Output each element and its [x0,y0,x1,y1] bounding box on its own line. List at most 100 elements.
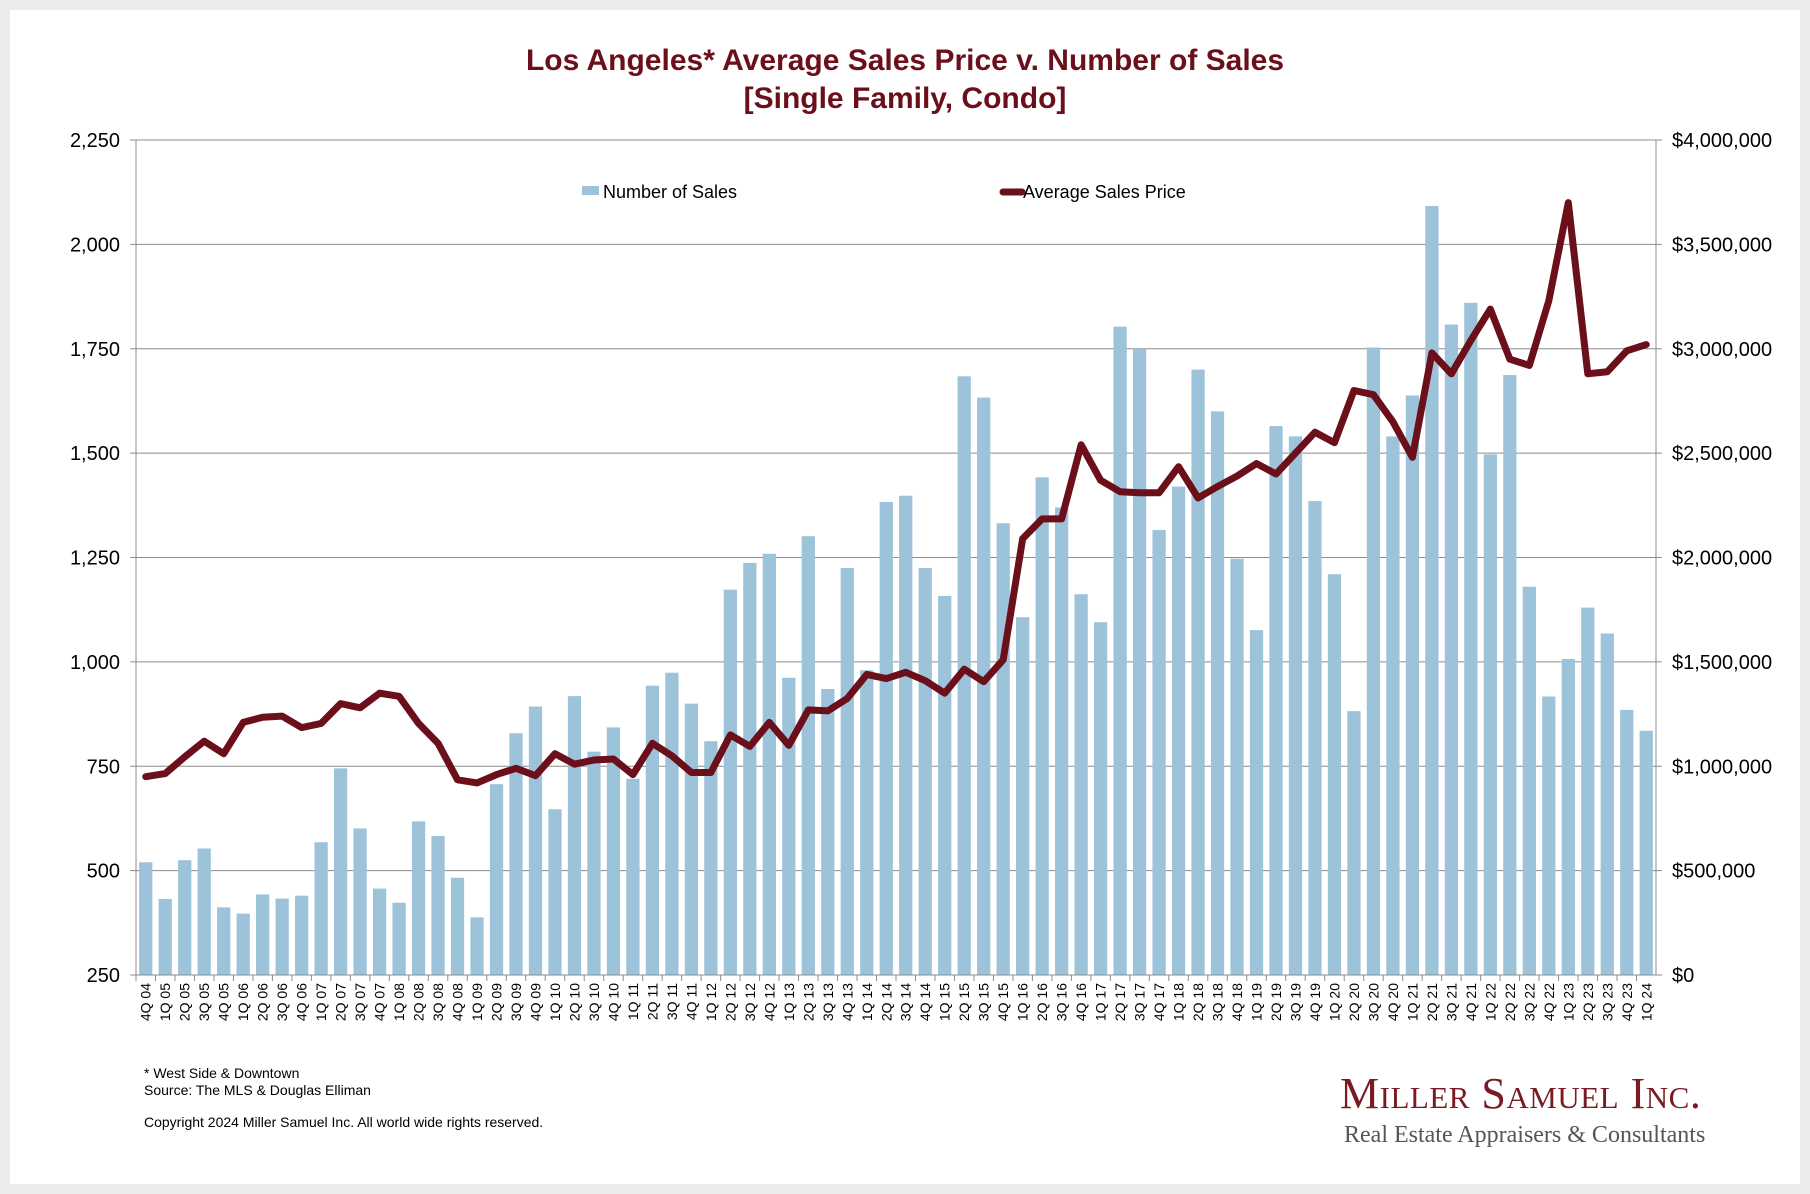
y-left-tick-label: 2,000 [70,234,120,256]
x-tick-label: 1Q 21 [1404,983,1420,1021]
y-right-tick-label: $2,000,000 [1672,548,1772,570]
x-tick-label: 2Q 15 [956,983,972,1021]
x-tick-label: 2Q 13 [800,983,816,1021]
y-left-tick-label: 1,250 [70,548,120,570]
x-tick-label: 2Q 23 [1580,983,1596,1021]
bar [1171,486,1186,975]
x-tick-label: 2Q 12 [722,983,738,1021]
bar [996,523,1010,975]
x-tick-label: 1Q 16 [1015,983,1031,1021]
x-tick-label: 3Q 14 [898,983,914,1021]
bar [801,536,815,975]
y-right-tick-label: $4,000,000 [1672,130,1772,152]
x-tick-label: 2Q 07 [333,983,349,1021]
bar [1444,324,1459,975]
x-tick-label: 1Q 17 [1093,983,1109,1021]
bar [977,397,991,975]
x-tick-label: 2Q 05 [177,983,193,1021]
chart-title: Los Angeles* Average Sales Price v. Numb… [525,44,1285,77]
bar [840,567,854,975]
bar [1639,730,1653,975]
x-tick-label: 3Q 23 [1599,983,1615,1021]
copyright: Copyright 2024 Miller Samuel Inc. All wo… [144,1114,544,1130]
bar [275,898,289,975]
bar [1483,454,1497,975]
x-tick-label: 4Q 22 [1541,983,1557,1021]
bar [782,677,796,975]
logo-name: Miller Samuel Inc. [1340,1069,1702,1118]
bar [1093,622,1108,975]
x-tick-label: 1Q 20 [1326,983,1342,1021]
bar [1405,395,1420,975]
x-tick-label: 2Q 21 [1424,983,1440,1021]
x-tick-label: 3Q 19 [1287,983,1303,1021]
x-tick-label: 1Q 12 [703,983,719,1021]
bar [1055,507,1069,975]
y-left-tick-label: 1,000 [70,652,120,674]
bar [158,899,172,975]
x-tick-label: 1Q 08 [391,983,407,1021]
x-tick-label: 4Q 04 [138,983,154,1021]
bar [1132,348,1147,975]
x-tick-label: 1Q 06 [235,983,251,1021]
x-tick-label: 1Q 19 [1249,983,1265,1021]
x-tick-label: 2Q 09 [489,983,505,1021]
chart-subtitle: [Single Family, Condo] [743,82,1067,115]
bar [606,727,621,975]
x-tick-label: 4Q 15 [995,983,1011,1021]
x-tick-label: 1Q 13 [781,983,797,1021]
x-tick-label: 4Q 18 [1229,983,1245,1021]
bar [314,842,328,975]
bar [1581,607,1595,975]
x-tick-label: 3Q 08 [430,983,446,1021]
bar [1425,205,1439,976]
x-tick-label: 4Q 12 [761,983,777,1021]
bar [139,862,153,975]
bar [217,907,231,975]
y-right-tick-label: $0 [1672,965,1694,987]
x-tick-label: 3Q 12 [742,983,758,1021]
y-right-tick-label: $1,000,000 [1672,756,1772,778]
bar [431,835,445,975]
x-tick-label: 4Q 23 [1619,983,1635,1021]
bar [489,784,504,975]
bar [665,672,679,975]
legend-label-sales: Number of Sales [603,182,737,202]
bar [645,685,660,975]
bar [1288,436,1303,975]
x-tick-label: 2Q 11 [644,983,660,1020]
x-tick-label: 2Q 14 [878,983,894,1021]
y-left-tick-label: 250 [87,965,120,987]
x-tick-label: 1Q 05 [157,983,173,1021]
bar [1016,617,1030,975]
x-tick-label: 4Q 08 [450,983,466,1021]
x-tick-label: 4Q 10 [605,983,621,1021]
bar [1522,586,1536,975]
x-tick-label: 2Q 22 [1502,983,1518,1021]
source-note: Source: The MLS & Douglas Elliman [144,1082,371,1098]
bar [1210,411,1225,975]
x-tick-label: 3Q 18 [1210,983,1226,1021]
x-tick-label: 4Q 19 [1307,983,1323,1021]
x-tick-label: 3Q 09 [508,983,524,1021]
bar [723,589,737,975]
x-tick-label: 2Q 18 [1190,983,1206,1021]
y-left-tick-label: 500 [87,861,120,883]
footnote: * West Side & Downtown [144,1065,300,1081]
bar [1269,425,1283,975]
y-left-tick-label: 750 [87,756,120,778]
y-right-tick-label: $2,500,000 [1672,443,1772,465]
bar [295,895,309,975]
bar [938,595,952,975]
bar [1230,558,1244,975]
bar [567,696,582,975]
x-tick-label: 2Q 20 [1346,983,1362,1021]
x-tick-label: 4Q 16 [1073,983,1089,1021]
bar [372,888,387,975]
x-tick-label: 3Q 16 [1054,983,1070,1021]
bar [1113,326,1127,975]
x-tick-label: 2Q 19 [1268,983,1284,1021]
x-tick-label: 4Q 17 [1151,983,1167,1021]
y-right-tick-label: $1,500,000 [1672,652,1772,674]
